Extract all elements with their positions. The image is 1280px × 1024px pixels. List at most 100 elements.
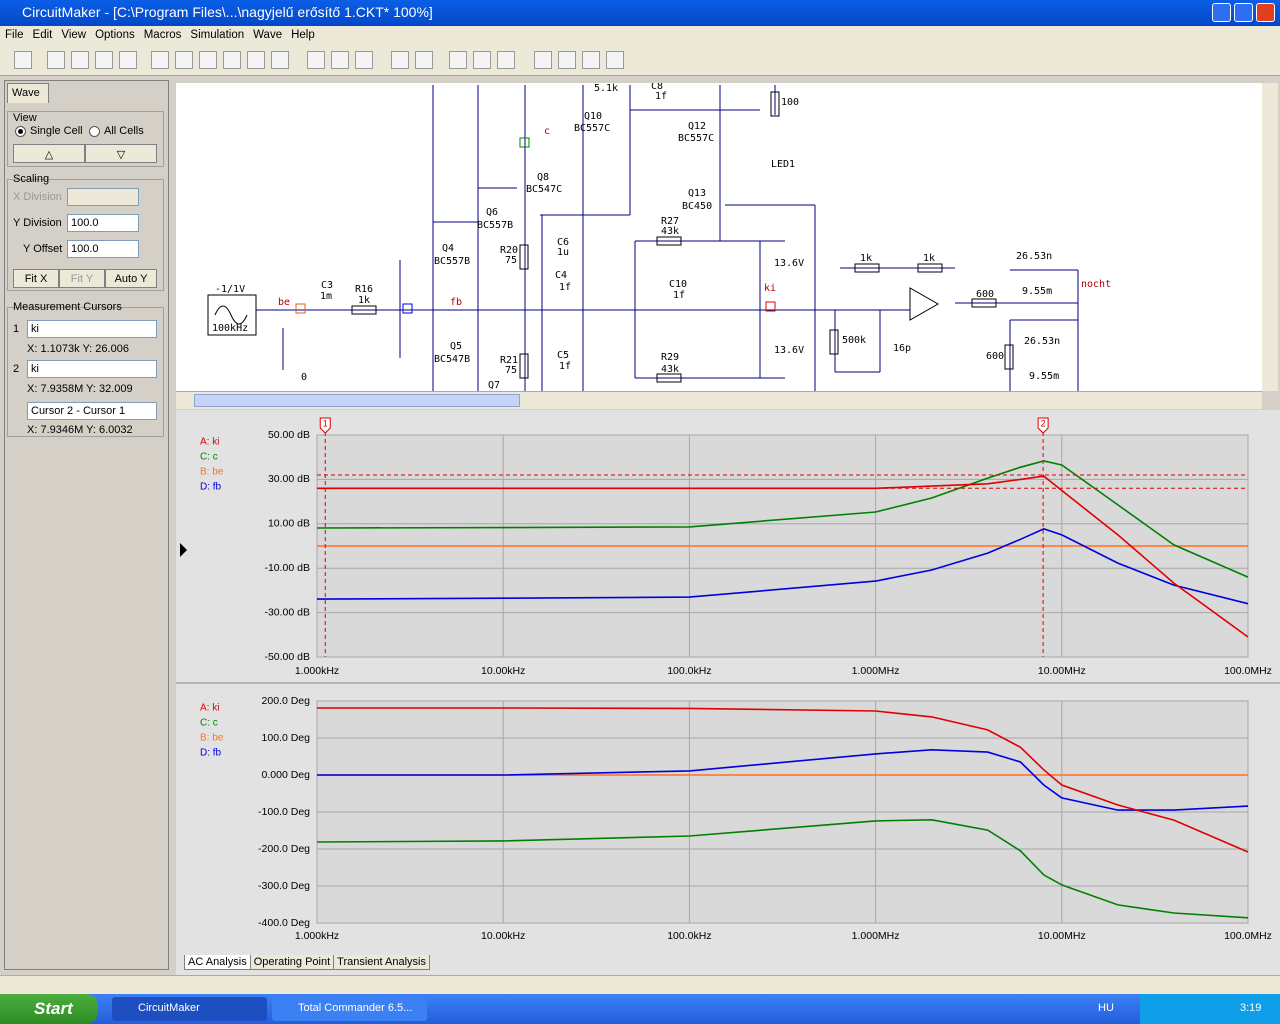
y-offset-input[interactable]: 100.0	[67, 240, 139, 258]
menu-item[interactable]: File	[5, 29, 24, 41]
component-label: 1u	[557, 247, 569, 258]
component-label: 5.1k	[594, 83, 618, 94]
taskbar: Start CircuitMaker Total Commander 6.5..…	[0, 994, 1280, 1024]
component-label: fb	[450, 297, 462, 308]
menu-item[interactable]: Wave	[253, 29, 283, 41]
toolbar-button[interactable]	[95, 51, 113, 69]
toolbar-button[interactable]	[391, 51, 409, 69]
probe	[295, 303, 306, 314]
toolbar-button[interactable]	[582, 51, 600, 69]
up-button[interactable]: △	[13, 144, 85, 163]
down-button[interactable]: ▽	[85, 144, 157, 163]
window-title: CircuitMaker - [C:\Program Files\...\nag…	[22, 4, 433, 20]
arrow-marker	[180, 543, 187, 557]
toolbar-button[interactable]	[47, 51, 65, 69]
component-label: C5	[557, 350, 569, 361]
radio-label: All Cells	[104, 125, 144, 137]
component-label: ki	[764, 283, 776, 294]
radio[interactable]	[89, 126, 100, 137]
component-label: LED1	[771, 159, 795, 170]
component-label: c	[544, 126, 550, 137]
y-division-input[interactable]: 100.0	[67, 214, 139, 232]
component-label: 9.55m	[1029, 371, 1059, 382]
toolbar-button[interactable]	[119, 51, 137, 69]
toolbar-button[interactable]	[14, 51, 32, 69]
y-tick-label: 10.00 dB	[268, 518, 310, 530]
probe	[402, 303, 413, 314]
x-tick-label: 1.000kHz	[295, 665, 339, 677]
y-tick-label: -30.00 dB	[264, 606, 310, 618]
radio-label: Single Cell	[30, 125, 83, 137]
title-bar: CircuitMaker - [C:\Program Files\...\nag…	[0, 0, 1280, 26]
vertical-scrollbar[interactable]	[1262, 83, 1278, 391]
auto-y-button[interactable]: Auto Y	[105, 269, 157, 288]
toolbar-button[interactable]	[199, 51, 217, 69]
component-label: 26.53n	[1016, 251, 1052, 262]
fit-x-button[interactable]: Fit X	[13, 269, 59, 288]
analysis-tab[interactable]: Operating Point	[249, 955, 335, 970]
y-tick-label: 30.00 dB	[268, 473, 310, 485]
task-button[interactable]: Total Commander 6.5...	[272, 997, 427, 1021]
menu-item[interactable]: View	[61, 29, 87, 41]
analysis-tab[interactable]: AC Analysis	[184, 955, 251, 970]
wave-tab[interactable]: Wave	[7, 83, 49, 103]
cursor-flag	[319, 417, 331, 434]
radio-checked[interactable]	[15, 126, 26, 137]
diff-select[interactable]: Cursor 2 - Cursor 1	[27, 402, 157, 420]
cursor-select[interactable]: ki	[27, 360, 157, 378]
maximize-button[interactable]	[1234, 3, 1253, 22]
menu-item[interactable]: Macros	[143, 29, 182, 41]
toolbar-button[interactable]	[307, 51, 325, 69]
component-label: 100kHz	[212, 323, 248, 334]
start-button[interactable]: Start	[0, 994, 98, 1024]
cursor-number: 2	[13, 363, 20, 375]
minimize-button[interactable]	[1212, 3, 1231, 22]
wave-area: 50.00 dB 30.00 dB 10.00 dB -10.00 dB -30.00 …	[176, 410, 1280, 975]
component-label: 1f	[655, 91, 667, 102]
y-tick-label: 200.0 Deg	[262, 695, 311, 707]
cursor-flag	[1037, 417, 1049, 434]
group-title: Measurement Cursors	[13, 301, 122, 313]
toolbar-button[interactable]	[355, 51, 373, 69]
toolbar-button[interactable]	[271, 51, 289, 69]
toolbar-button[interactable]	[473, 51, 491, 69]
component-label: -1/1V	[215, 284, 245, 295]
toolbar-button[interactable]	[415, 51, 433, 69]
component-label: 600	[986, 351, 1004, 362]
x-tick-label: 1.000MHz	[852, 665, 900, 677]
diff-readout: X: 7.9346M Y: 6.0032	[27, 424, 133, 436]
series-line	[316, 528, 1249, 605]
component-label: nocht	[1081, 279, 1111, 290]
cursor-label: 2	[1041, 418, 1046, 428]
analysis-tab[interactable]: Transient Analysis	[333, 955, 430, 970]
menu-item[interactable]: Options	[95, 29, 135, 41]
toolbar-button[interactable]	[534, 51, 552, 69]
component-label: be	[278, 297, 290, 308]
cursor-select[interactable]: ki	[27, 320, 157, 338]
menu-item[interactable]: Simulation	[190, 29, 245, 41]
legend-entry: C: c	[200, 452, 218, 463]
toolbar-button[interactable]	[606, 51, 624, 69]
y-tick-label: -10.00 dB	[264, 562, 310, 574]
legend-entry: A: ki	[200, 437, 219, 448]
toolbar-button[interactable]	[558, 51, 576, 69]
toolbar-button[interactable]	[71, 51, 89, 69]
horizontal-scrollbar[interactable]	[176, 391, 1262, 409]
x-tick-label: 10.00MHz	[1038, 665, 1086, 677]
toolbar-button[interactable]	[449, 51, 467, 69]
toolbar-button[interactable]	[175, 51, 193, 69]
toolbar-button[interactable]	[223, 51, 241, 69]
cursor-readout: X: 7.9358M Y: 32.009	[27, 383, 133, 395]
menu-item[interactable]: Edit	[32, 29, 53, 41]
menu-item[interactable]: Help	[291, 29, 315, 41]
cursor-readout: X: 1.1073k Y: 26.006	[27, 343, 129, 355]
toolbar-button[interactable]	[331, 51, 349, 69]
close-button[interactable]	[1256, 3, 1275, 22]
toolbar-button[interactable]	[151, 51, 169, 69]
component-label: 75	[505, 365, 517, 376]
task-button[interactable]: CircuitMaker	[112, 997, 267, 1021]
toolbar-button[interactable]	[247, 51, 265, 69]
toolbar-button[interactable]	[497, 51, 515, 69]
component-label: 43k	[661, 226, 679, 237]
